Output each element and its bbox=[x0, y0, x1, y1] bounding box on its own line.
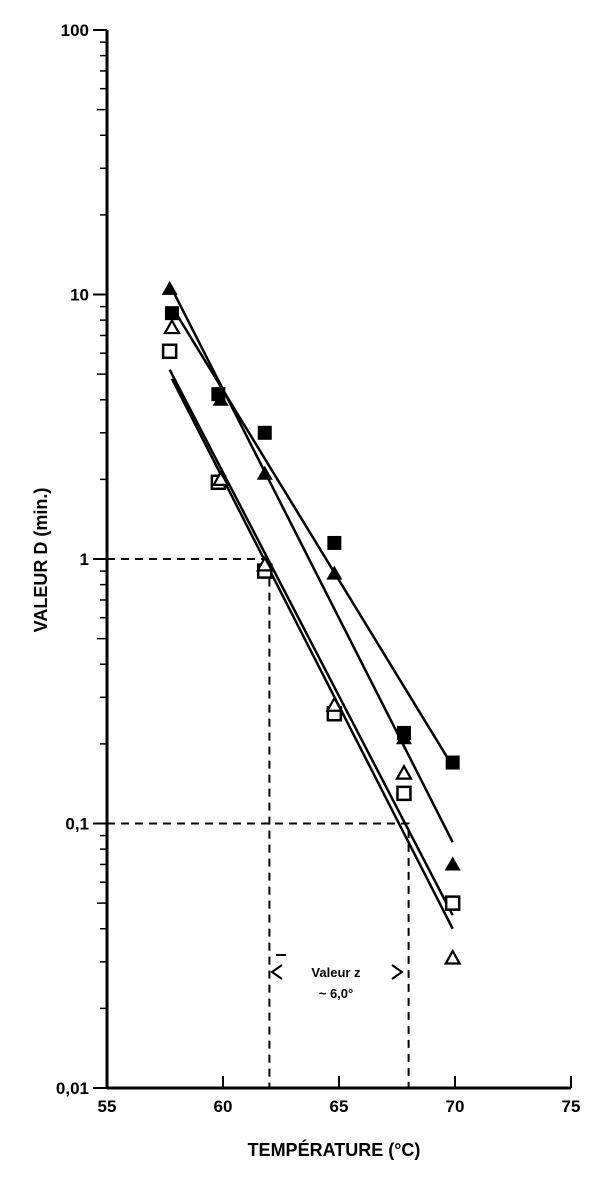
point-filled-triangle bbox=[256, 465, 273, 480]
point-filled-triangle bbox=[212, 391, 229, 406]
guide-line bbox=[107, 822, 410, 1088]
point-filled-square bbox=[327, 535, 342, 550]
fit-line-filled-triangle bbox=[170, 288, 454, 843]
axes bbox=[105, 30, 571, 1090]
x-axis-title: TEMPÉRATURE (°C) bbox=[248, 1139, 421, 1160]
y-tick-label: 100 bbox=[61, 21, 89, 40]
z-left-arrow bbox=[270, 964, 283, 980]
y-tick-label: 10 bbox=[70, 286, 89, 305]
y-tick-label: 0,01 bbox=[56, 1079, 89, 1098]
y-tick-label: 1 bbox=[80, 550, 89, 569]
z-value-number: ~ 6,0° bbox=[319, 986, 353, 1001]
y-axis-title: VALEUR D (min.) bbox=[31, 488, 51, 633]
guide-line bbox=[107, 558, 271, 1088]
point-open-square bbox=[444, 895, 461, 911]
x-tick-label: 75 bbox=[562, 1097, 581, 1116]
z-value-label: Valeur z bbox=[311, 965, 361, 980]
point-open-square bbox=[161, 343, 178, 360]
point-open-triangle bbox=[163, 318, 181, 335]
y-tick-label: 0,1 bbox=[65, 815, 89, 834]
point-filled-triangle bbox=[444, 856, 461, 871]
point-open-triangle bbox=[443, 948, 462, 965]
z-value-annotation: Valeur z ~ 6,0° bbox=[270, 954, 404, 1001]
point-filled-triangle bbox=[161, 280, 178, 295]
fit-lines bbox=[168, 288, 454, 930]
point-filled-square bbox=[445, 755, 460, 770]
z-right-arrow bbox=[391, 964, 404, 980]
point-open-triangle bbox=[325, 695, 344, 712]
point-open-triangle bbox=[255, 555, 274, 572]
point-filled-square bbox=[257, 425, 272, 440]
point-filled-triangle bbox=[326, 565, 343, 580]
x-tick-label: 55 bbox=[98, 1097, 117, 1116]
fit-line-open-square bbox=[168, 369, 454, 916]
guide-lines bbox=[107, 558, 410, 1088]
point-open-triangle bbox=[395, 763, 413, 780]
fit-line-open-triangle bbox=[170, 378, 454, 930]
x-tick-label: 65 bbox=[330, 1097, 349, 1116]
point-filled-square bbox=[164, 306, 179, 321]
x-tick-label: 70 bbox=[446, 1097, 465, 1116]
point-filled-triangle bbox=[395, 730, 412, 745]
data-points bbox=[161, 280, 462, 965]
point-open-square bbox=[396, 785, 412, 802]
point-open-triangle bbox=[211, 470, 230, 486]
tick-labels: 0,01 0,1 1 10 100 55 60 65 70 75 bbox=[56, 21, 581, 1116]
fit-line-filled-square bbox=[170, 305, 452, 764]
ticks bbox=[93, 29, 572, 1089]
x-tick-label: 60 bbox=[214, 1097, 233, 1116]
